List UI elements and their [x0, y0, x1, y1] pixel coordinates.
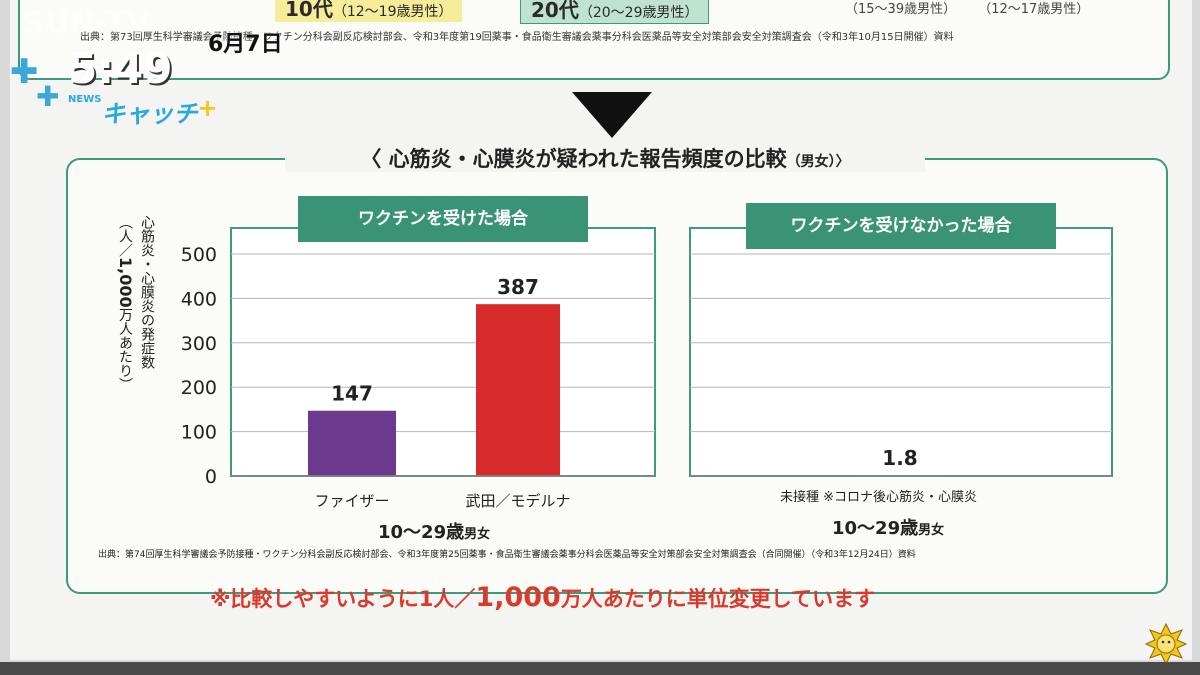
channel-logo: SUN-TV	[22, 6, 151, 41]
y-axis-label: 心筋炎・心膜炎の発症数 （人／1,000万人あたり）	[108, 215, 158, 475]
bar	[308, 410, 396, 476]
x-category-label: ファイザー	[314, 492, 389, 510]
mascot-sun-icon	[1144, 622, 1188, 666]
vaccinated-chart: 0 100 200 300 400 500 147 ファイザー 387 武田／モデルナ	[181, 227, 656, 510]
plus-icon: ✚	[10, 52, 39, 92]
panel-title-main: 〈 心筋炎・心膜炎が疑われた報告頻度の比較	[360, 147, 787, 171]
vaccinated-age-group-sub: 男女	[464, 527, 491, 542]
unvaccinated-category-label: 未接種 ※コロナ後心筋炎・心膜炎	[780, 490, 978, 505]
plot-frame	[689, 227, 1113, 477]
y-axis-label-unit-a: （人／	[117, 215, 133, 257]
y-axis-label-unit-c: 万人あたり）	[117, 307, 133, 392]
down-arrow-icon	[572, 92, 652, 138]
y-tick-label: 500	[181, 244, 217, 266]
show-logo-tag: NEWS	[68, 94, 102, 105]
y-tick-label: 400	[181, 288, 217, 310]
plot-frame	[230, 227, 656, 477]
vaccinated-header: ワクチンを受けた場合	[298, 196, 588, 242]
bar	[476, 304, 560, 476]
age-tag-teens-main: 10代	[285, 0, 333, 21]
bar-value-label: 147	[331, 382, 373, 406]
age-tag-twenties-sub: （20～29歳男性）	[578, 5, 699, 21]
unvaccinated-header: ワクチンを受けなかった場合	[746, 203, 1056, 249]
bottom-strip	[0, 662, 1200, 675]
age-tag-teens: 10代（12～19歳男性）	[275, 0, 463, 22]
vaccinated-age-group: 10～29歳男女	[378, 518, 490, 544]
show-logo-plus-icon: +	[197, 94, 218, 122]
unit-change-note: ※比較しやすいように1人／1,000万人あたりに単位変更しています	[210, 582, 875, 613]
age-tag-twenties: 20代（20～29歳男性）	[520, 0, 710, 24]
vaccinated-age-group-main: 10～29歳	[378, 522, 465, 543]
y-axis-label-line1: 心筋炎・心膜炎の発症数	[139, 215, 155, 369]
y-axis-label-unit-b: 1,000	[116, 257, 135, 308]
unvaccinated-chart: 1.8	[689, 227, 1113, 477]
chart-source-note: 出典：第74回厚生科学審議会予防接種・ワクチン分科会副反応検討部会、令和3年度第…	[98, 550, 916, 560]
y-tick-label: 300	[181, 333, 217, 355]
show-logo-name: キャッチ	[101, 100, 198, 128]
previous-chart-box: 10代（12～19歳男性） 20代（20～29歳男性） （15～39歳男性） （…	[18, 0, 1170, 80]
unvaccinated-age-group: 10～29歳男女	[832, 514, 944, 540]
age-tag-twenties-main: 20代	[531, 0, 579, 22]
show-logo: NEWSキャッチ+	[68, 94, 218, 129]
unvaccinated-age-group-sub: 男女	[918, 523, 945, 538]
y-tick-label: 200	[181, 377, 217, 399]
age-tag-teens-sub: （12～19歳男性）	[332, 4, 453, 20]
broadcast-time: 5:49	[68, 44, 173, 93]
unit-note-b: 1,000	[475, 582, 561, 613]
bar-value-label: 1.8	[882, 446, 917, 470]
previous-source-note: 出典：第73回厚生科学審議会予防接種・ワクチン分科会副反応検討部会、令和3年度第…	[80, 32, 954, 43]
unvaccinated-age-group-main: 10～29歳	[832, 518, 919, 539]
panel-title: 〈 心筋炎・心膜炎が疑われた報告頻度の比較（男女）〉	[285, 146, 925, 172]
x-category-label: 武田／モデルナ	[465, 492, 570, 510]
panel-title-sub: （男女）〉	[786, 154, 850, 170]
bar-value-label: 387	[497, 275, 539, 299]
unit-note-c: 万人あたりに単位変更しています	[560, 587, 876, 611]
unit-note-a: ※比較しやすいように1人／	[210, 587, 476, 611]
other-age-groups: （15～39歳男性） （12～17歳男性）	[845, 2, 1090, 17]
plus-icon-small: ✚	[36, 80, 60, 113]
y-tick-label: 100	[181, 422, 217, 444]
y-tick-label: 0	[205, 466, 217, 488]
broadcast-date: 6月7日	[208, 32, 283, 57]
